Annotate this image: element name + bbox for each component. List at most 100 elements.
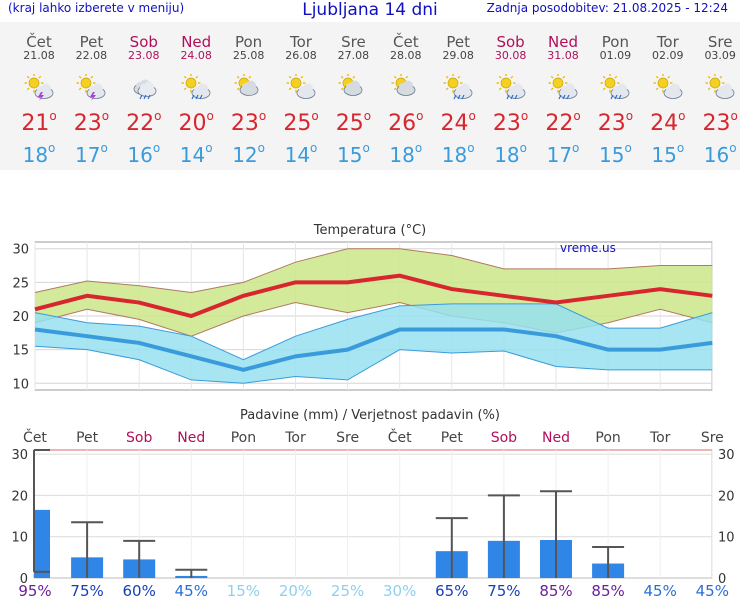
y-tick-label-right: 10 [718,531,735,546]
x-tick-label: Pet [441,430,464,446]
max-temperature: 24o [650,109,686,136]
day-date: 31.08 [547,49,579,62]
y-tick-label: 25 [12,276,29,291]
y-tick-label: 0 [20,572,28,587]
sun-cloud-thunder-icon [24,73,54,101]
max-temperature: 24o [440,109,476,136]
min-temp-value: 14 [179,143,206,167]
x-tick-label: Pon [595,430,620,446]
day-date: 24.08 [180,49,212,62]
x-tick-label: Sre [701,430,724,446]
day-date: 30.08 [494,49,527,62]
cloud-sun-icon [391,73,421,100]
max-temp-value: 23 [492,111,521,136]
min-temp-value: 18 [441,143,468,167]
day-date: 25.08 [232,49,265,62]
max-temperature: 23o [73,109,110,136]
probability-label: 45% [644,582,677,600]
max-temp-value: 26 [388,111,417,136]
day-date: 29.08 [442,49,474,62]
x-tick-label: Sob [491,430,517,446]
y-tick-label: 20 [11,489,28,504]
min-temperature: 16o [703,141,737,167]
temperature-chart: Temperatura (°C) 10 15 20 25 30 vreme.us [12,223,713,392]
min-temperature: 18o [441,141,475,167]
x-tick-label: Sre [336,430,359,446]
probability-label: 85% [591,582,624,600]
y-tick-label: 30 [12,243,29,258]
max-temperature: 23o [492,109,529,136]
min-temp-value: 15 [598,143,625,167]
tmax-range-band-edge [34,248,713,293]
header-bar: (kraj lahko izberete v meniju) Ljubljana… [0,0,740,22]
precip-bar [34,509,50,578]
day-name: Pet [446,33,470,51]
max-temp-value: 23 [702,111,731,136]
max-temp-value: 23 [73,111,102,136]
probability-label: 30% [383,582,416,600]
min-temperature: 18o [389,141,423,167]
x-tick-label: Sob [126,430,152,446]
day-name: Čet [26,33,52,51]
max-temperature: 21o [21,109,57,136]
max-temperature: 23o [597,109,634,136]
probability-label: 75% [487,582,520,600]
probability-label: 85% [539,582,572,600]
y-tick-label: 20 [12,310,29,325]
cloud-sun-icon [234,73,264,100]
min-temp-value: 18 [389,143,415,167]
page-title: Ljubljana 14 dni [302,0,438,20]
tmin-range-band-edge [34,345,713,384]
day-name: Pet [79,33,104,51]
tmin-range-band [35,303,713,384]
max-temperature: 25o [283,109,319,136]
min-temperature: 14o [179,141,213,167]
min-temperature: 17o [546,141,580,167]
min-temperature: 15o [336,141,370,167]
y-tick-label: 10 [12,377,29,392]
max-temp-value: 23 [230,111,259,136]
probability-label: 75% [70,582,103,600]
min-temp-value: 18 [494,143,520,167]
min-temperature: 14o [284,141,318,167]
chart-title: Temperatura (°C) [313,223,426,238]
day-name: Pon [234,33,263,51]
chart-title: Padavine (mm) / Verjetnost padavin (%) [240,408,500,423]
day-date: 23.08 [128,49,160,62]
day-date: 27.08 [337,49,370,62]
min-temp-value: 17 [74,143,101,167]
day-name: Tor [290,33,312,51]
x-tick-label: Pon [231,430,256,446]
sun-cloud-rain-icon [181,73,211,100]
day-name: Sre [341,33,366,51]
sun-cloud-rain-icon [443,73,473,100]
day-name: Tor [656,33,679,51]
min-temp-value: 16 [703,143,730,167]
day-name: Sre [707,33,733,51]
max-temperature: 25o [335,109,372,136]
probability-label: 65% [435,582,468,600]
min-temp-value: 15 [651,143,677,167]
sun-cloud-rain-icon [496,73,526,100]
min-temperature: 12o [232,141,265,167]
min-temp-value: 15 [336,143,363,167]
max-temp-value: 21 [21,111,50,136]
x-tick-label: Ned [177,430,205,446]
cloud-sun-icon [338,73,368,100]
probability-label: 25% [331,582,364,600]
sun-cloud-thunder-icon [76,73,106,101]
plot-area [33,449,713,579]
min-temperature: 15o [651,141,685,167]
max-temp-value: 20 [178,111,207,136]
day-date: 21.08 [23,49,55,62]
day-name: Sob [496,33,525,51]
min-temp-value: 17 [546,143,573,167]
tmax-line [34,273,713,319]
max-temp-value: 23 [597,111,626,136]
sun-cloud-rain-icon [548,73,578,100]
min-temperature: 18o [494,141,527,167]
x-tick-label: Tor [649,430,671,446]
min-temp-value: 14 [284,143,311,167]
y-tick-label-right: 20 [718,489,735,504]
last-updated: Zadnja posodobitev: 21.08.2025 - 12:24 [486,1,728,15]
